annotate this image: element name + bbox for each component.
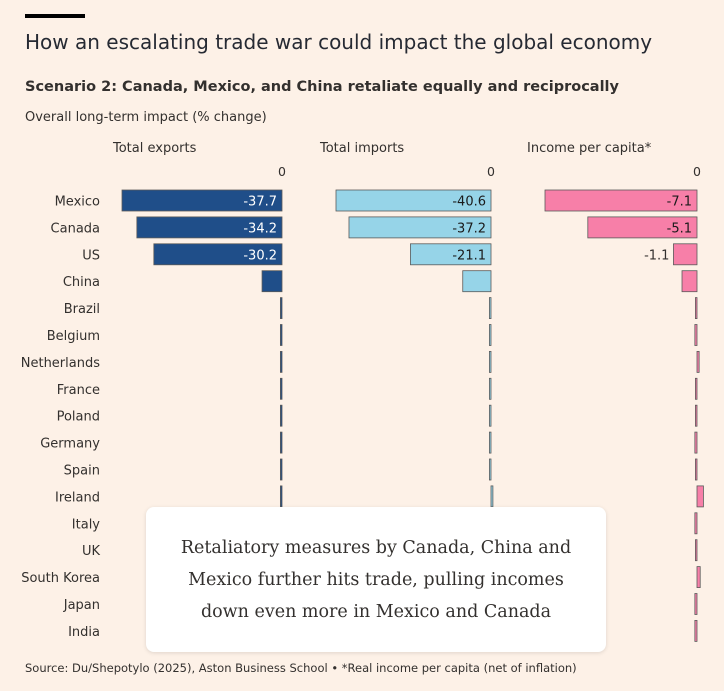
bar (261, 270, 283, 293)
bar (279, 350, 283, 373)
bar (488, 297, 492, 320)
category-label: US (82, 248, 100, 263)
bar (121, 189, 283, 212)
data-label: -37.7 (243, 195, 277, 210)
category-label: Germany (40, 437, 100, 452)
category-label: India (68, 625, 100, 640)
bar (694, 431, 698, 454)
bar (335, 189, 492, 212)
bar (681, 270, 698, 293)
chart-subtitle: Scenario 2: Canada, Mexico, and China re… (25, 79, 619, 95)
source-note: Source: Du/Shepotylo (2025), Aston Busin… (25, 661, 577, 675)
bar (696, 350, 700, 373)
bar (694, 620, 698, 642)
zero-tick-label: 0 (487, 164, 495, 179)
bar (136, 216, 283, 239)
bar (673, 243, 698, 266)
bar (488, 324, 492, 346)
panel-title: Total imports (319, 141, 404, 156)
category-label: Canada (51, 221, 100, 236)
bar (544, 189, 698, 212)
bar (279, 431, 283, 454)
bar (695, 297, 698, 320)
bar (488, 350, 492, 373)
top-accent-bar (25, 14, 85, 18)
chart-title: How an escalating trade war could impact… (25, 30, 653, 54)
bar (587, 216, 698, 239)
bar (694, 512, 698, 535)
category-label: Japan (63, 598, 100, 613)
category-label: Ireland (55, 490, 100, 505)
category-label: South Korea (21, 571, 100, 586)
bar (279, 324, 283, 346)
bar (279, 404, 283, 427)
category-label: UK (82, 544, 101, 559)
bar (695, 539, 698, 562)
unit-label: Overall long-term impact (% change) (25, 110, 267, 125)
category-label: Brazil (64, 302, 100, 317)
bar (695, 404, 698, 427)
category-label: Mexico (55, 195, 100, 210)
bar (279, 485, 283, 508)
bar (488, 431, 492, 454)
bar (279, 297, 283, 320)
category-label: Netherlands (21, 356, 100, 371)
data-label: -5.1 (667, 221, 692, 236)
bar (462, 270, 492, 293)
bar (696, 566, 701, 588)
category-label: China (63, 275, 100, 290)
bar (694, 593, 698, 615)
data-label: -40.6 (452, 195, 486, 210)
data-label: -34.2 (243, 221, 277, 236)
category-label: Spain (64, 464, 100, 479)
data-label: -21.1 (452, 248, 486, 263)
bar (279, 458, 283, 481)
category-label: Italy (72, 517, 101, 532)
data-label: -37.2 (452, 221, 486, 236)
data-label: -7.1 (667, 195, 692, 210)
bar (279, 377, 283, 400)
bar (696, 485, 704, 508)
bar (488, 404, 492, 427)
callout-text: Retaliatory measures by Canada, China an… (180, 537, 572, 622)
category-label: France (57, 383, 100, 398)
data-label: -1.1 (644, 248, 669, 263)
bar (695, 377, 698, 400)
bar (488, 377, 492, 400)
bar (153, 243, 283, 266)
category-label: Poland (57, 410, 100, 425)
panel-title: Income per capita* (527, 141, 652, 156)
zero-tick-label: 0 (278, 164, 286, 179)
bar (488, 458, 492, 481)
data-label: -30.2 (243, 248, 277, 263)
bar (410, 243, 492, 266)
panel-title: Total exports (112, 141, 197, 156)
zero-tick-label: 0 (693, 164, 701, 179)
bar (695, 458, 698, 481)
bar (490, 485, 494, 508)
category-label: Belgium (47, 329, 100, 344)
bar (694, 324, 698, 346)
annotation-callout: Retaliatory measures by Canada, China an… (146, 507, 606, 652)
bar (348, 216, 492, 239)
